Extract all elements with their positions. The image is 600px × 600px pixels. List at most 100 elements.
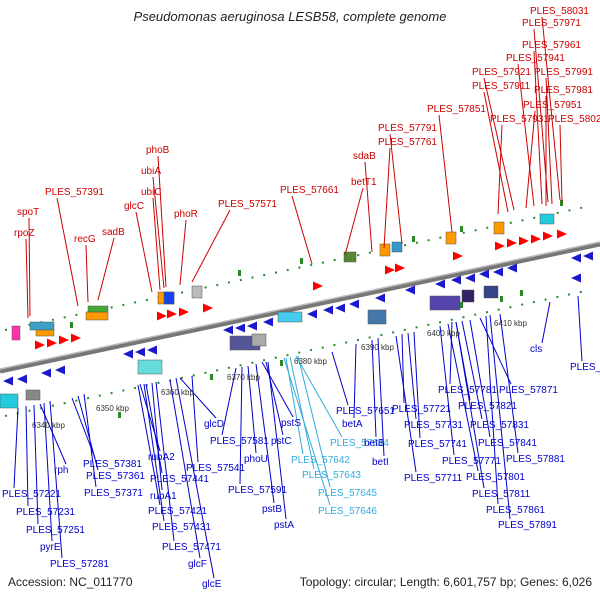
gene-label-upper[interactable]: rpoZ	[14, 228, 35, 239]
gene-label-upper[interactable]: phoB	[146, 145, 170, 156]
gene-arrow[interactable]	[167, 309, 177, 319]
gene-label-upper[interactable]: PLES_57791	[378, 123, 437, 134]
gene-label-lower[interactable]: PLES_57471	[162, 542, 221, 553]
gene-arrow[interactable]	[323, 305, 333, 315]
gene-arrow[interactable]	[495, 241, 505, 251]
gene-block[interactable]	[137, 359, 163, 375]
gene-label-lower[interactable]: PLES_57881	[506, 454, 565, 465]
gene-arrow[interactable]	[335, 303, 345, 313]
gene-label-upper[interactable]: PLES_57851	[427, 104, 486, 115]
gene-label-lower[interactable]: betI	[372, 457, 389, 468]
gene-arrow[interactable]	[479, 269, 489, 279]
gene-arrow[interactable]	[435, 279, 445, 289]
gene-label-lower[interactable]: rph	[54, 465, 68, 476]
gene-label-lower[interactable]: PLES_57821	[458, 401, 517, 412]
gene-arrow[interactable]	[557, 229, 567, 239]
gene-block[interactable]	[343, 251, 357, 263]
gene-label-lower[interactable]: PLES_57643	[302, 470, 361, 481]
gene-label-upper[interactable]: PLES_57931	[490, 114, 549, 125]
gene-arrow[interactable]	[571, 273, 581, 283]
gene-arrow[interactable]	[507, 238, 517, 248]
gene-arrow[interactable]	[135, 347, 145, 357]
gene-arrow[interactable]	[247, 321, 257, 331]
gene-arrow[interactable]	[531, 234, 541, 244]
gene-label-upper[interactable]: sadB	[102, 227, 125, 238]
gene-label-lower[interactable]: cls	[530, 344, 542, 355]
gene-label-lower[interactable]: PLES_57381	[83, 459, 142, 470]
gene-arrow[interactable]	[235, 323, 245, 333]
gene-block[interactable]	[429, 295, 461, 311]
gene-label-lower[interactable]: PLES_57651	[336, 406, 395, 417]
gene-label-upper[interactable]: PLES_57911	[472, 81, 531, 92]
gene-label-lower[interactable]: PLES_57591	[228, 485, 287, 496]
gene-label-lower[interactable]: PLES_57771	[442, 456, 501, 467]
gene-block[interactable]	[251, 333, 267, 347]
gene-block[interactable]	[461, 289, 475, 303]
gene-label-lower[interactable]: pstC	[271, 436, 292, 447]
gene-arrow[interactable]	[543, 231, 553, 241]
gene-arrow[interactable]	[17, 374, 27, 384]
gene-label-lower[interactable]: PLES_57741	[408, 439, 467, 450]
gene-label-upper[interactable]: glcC	[124, 201, 144, 212]
gene-arrow[interactable]	[493, 267, 503, 277]
gene-arrow[interactable]	[223, 325, 233, 335]
gene-label-lower[interactable]: PLES_57431	[152, 522, 211, 533]
gene-label-lower[interactable]: PLES_57861	[486, 505, 545, 516]
gene-block[interactable]	[29, 321, 55, 331]
gene-label-upper[interactable]: PLES_58031	[530, 6, 589, 17]
gene-arrow[interactable]	[55, 365, 65, 375]
gene-arrow[interactable]	[519, 236, 529, 246]
gene-label-lower[interactable]: PLES_57642	[291, 455, 350, 466]
gene-block[interactable]	[277, 311, 303, 323]
gene-block[interactable]	[367, 309, 387, 325]
gene-label-upper[interactable]: PLES_57941	[506, 53, 565, 64]
gene-label-lower[interactable]: PLES_57541	[186, 463, 245, 474]
gene-label-lower[interactable]: glcD	[204, 419, 224, 430]
gene-label-lower[interactable]: PLES_57645	[318, 488, 377, 499]
gene-label-lower[interactable]: PLES_57361	[86, 471, 145, 482]
gene-label-lower[interactable]: pyrE	[40, 542, 61, 553]
gene-arrow[interactable]	[3, 376, 13, 386]
gene-label-lower[interactable]: PLES_57721	[392, 404, 451, 415]
gene-label-lower[interactable]: PLES_57831	[470, 420, 529, 431]
gene-label-lower[interactable]: betB	[364, 438, 385, 449]
gene-label-lower[interactable]: PLES_57281	[50, 559, 109, 570]
gene-label-lower[interactable]: PLES_57891	[498, 520, 557, 531]
gene-label-lower[interactable]: PLES_57581	[210, 436, 269, 447]
gene-label-upper[interactable]: PLES_57951	[523, 100, 582, 111]
gene-arrow[interactable]	[71, 333, 81, 343]
gene-label-upper[interactable]: PLES_57981	[534, 85, 593, 96]
gene-block[interactable]	[191, 285, 203, 299]
gene-arrow[interactable]	[507, 263, 517, 273]
gene-label-lower[interactable]: PLES_57421	[148, 506, 207, 517]
gene-label-upper[interactable]: betT1	[351, 177, 377, 188]
gene-label-lower[interactable]: PLES_57731	[404, 420, 463, 431]
gene-label-upper[interactable]: recG	[74, 234, 96, 245]
gene-label-upper[interactable]: spoT	[17, 207, 39, 218]
gene-label-lower[interactable]: rubA2	[148, 452, 175, 463]
gene-label-lower[interactable]: glcF	[188, 559, 207, 570]
gene-arrow[interactable]	[451, 275, 461, 285]
gene-label-upper[interactable]: phoR	[174, 209, 198, 220]
gene-label-lower[interactable]: betA	[342, 419, 363, 430]
gene-arrow[interactable]	[59, 335, 69, 345]
gene-arrow[interactable]	[147, 345, 157, 355]
gene-label-upper[interactable]: PLES_57571	[218, 199, 277, 210]
gene-label-upper[interactable]: ubiC	[141, 187, 162, 198]
gene-arrow[interactable]	[313, 281, 323, 291]
gene-arrow[interactable]	[157, 311, 167, 321]
gene-label-lower[interactable]: pstS	[281, 418, 301, 429]
gene-label-upper[interactable]: PLES_57921	[472, 67, 531, 78]
gene-label-lower[interactable]: phoU	[244, 454, 268, 465]
gene-arrow[interactable]	[453, 251, 463, 261]
gene-label-upper[interactable]: PLES_57991	[534, 67, 593, 78]
gene-block[interactable]	[483, 285, 499, 299]
gene-arrow[interactable]	[307, 309, 317, 319]
gene-label-lower[interactable]: PLES_57801	[466, 472, 525, 483]
gene-label-lower[interactable]: PLES_57441	[150, 474, 209, 485]
gene-label-lower[interactable]: PLES_57646	[318, 506, 377, 517]
gene-arrow[interactable]	[41, 368, 51, 378]
gene-label-lower[interactable]: PLES_57644	[330, 438, 389, 449]
gene-label-upper[interactable]: PLES_57971	[522, 18, 581, 29]
gene-label-lower[interactable]: PLES_57231	[16, 507, 75, 518]
